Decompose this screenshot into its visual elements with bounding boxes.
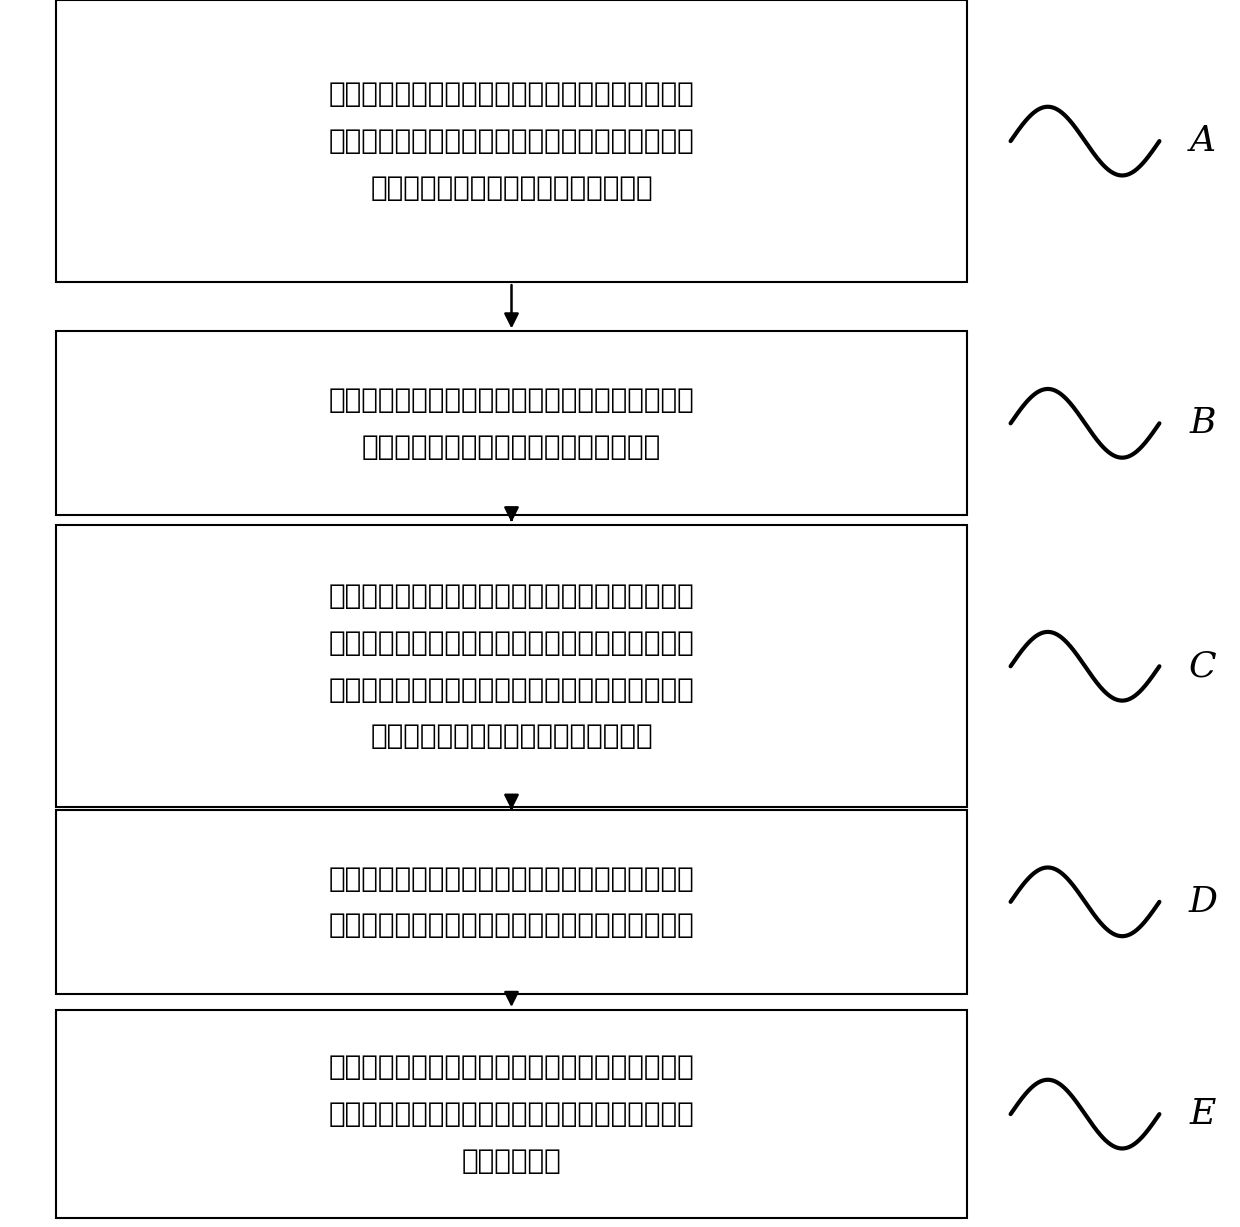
Text: 根据单一细胞数据库和切片背景数据库合成附带细: 根据单一细胞数据库和切片背景数据库合成附带细 xyxy=(329,387,694,413)
Text: 胞实例级别标注的仿真宫颈细胞切片图像: 胞实例级别标注的仿真宫颈细胞切片图像 xyxy=(362,433,661,460)
Text: 片图像进行细胞核区域分割，得到细胞核分割结果: 片图像进行细胞核区域分割，得到细胞核分割结果 xyxy=(329,912,694,939)
Bar xyxy=(56,1010,967,1218)
Bar xyxy=(56,0,967,282)
Text: 细胞进行分类: 细胞进行分类 xyxy=(461,1147,562,1174)
Text: 从附带细胞级别标注信息的真实宫颈细胞切片图像: 从附带细胞级别标注信息的真实宫颈细胞切片图像 xyxy=(329,81,694,108)
Text: C: C xyxy=(1189,649,1216,683)
Text: E: E xyxy=(1189,1097,1216,1131)
Text: 宫颈细胞分割，得到宫颈细胞分割结果: 宫颈细胞分割，得到宫颈细胞分割结果 xyxy=(371,723,652,750)
Text: A: A xyxy=(1189,124,1216,158)
Text: 度模型进行训练，然后使用训练好的宫颈细胞实例: 度模型进行训练，然后使用训练好的宫颈细胞实例 xyxy=(329,629,694,656)
Text: 利用细胞核分割深度模型对待检测真实宫颈细胞切: 利用细胞核分割深度模型对待检测真实宫颈细胞切 xyxy=(329,865,694,892)
Text: B: B xyxy=(1189,406,1216,440)
Bar xyxy=(56,331,967,515)
Bar xyxy=(56,810,967,994)
Text: 从宫颈细胞分割结果和细胞核分割结果中提取特征: 从宫颈细胞分割结果和细胞核分割结果中提取特征 xyxy=(329,1054,694,1081)
Text: 建立单一细胞数据库和切片背景数据库: 建立单一细胞数据库和切片背景数据库 xyxy=(371,174,652,201)
Text: ，然后根据特征对宫颈细胞分割结果中的各个宫颈: ，然后根据特征对宫颈细胞分割结果中的各个宫颈 xyxy=(329,1101,694,1128)
Bar xyxy=(56,525,967,807)
Text: D: D xyxy=(1188,885,1218,919)
Text: 使用仿真宫颈细胞切片图像对宫颈细胞实例分割深: 使用仿真宫颈细胞切片图像对宫颈细胞实例分割深 xyxy=(329,583,694,610)
Text: 中采集单一游离非重叠细胞素材和切片背景素材，: 中采集单一游离非重叠细胞素材和切片背景素材， xyxy=(329,128,694,155)
Text: 分割深度模型对待检测真实宫颈细胞切片图像进行: 分割深度模型对待检测真实宫颈细胞切片图像进行 xyxy=(329,676,694,703)
